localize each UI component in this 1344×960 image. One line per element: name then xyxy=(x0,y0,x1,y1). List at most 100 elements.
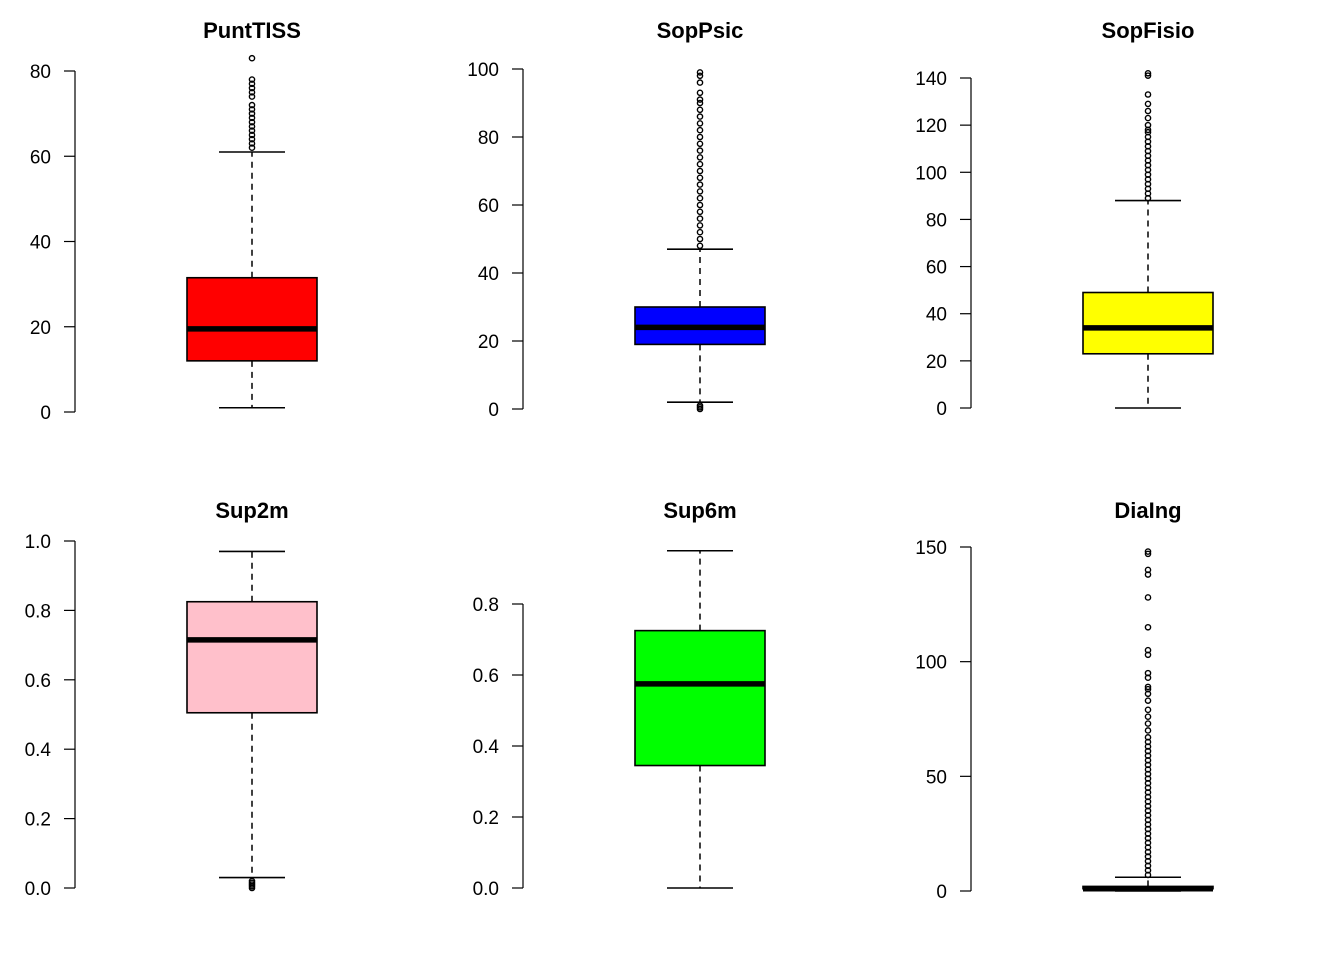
panel-title: Sup6m xyxy=(663,498,736,523)
outlier-point xyxy=(1144,107,1152,115)
outlier-point xyxy=(696,147,704,154)
iqr-box xyxy=(634,629,766,767)
y-tick-label: 60 xyxy=(478,196,499,217)
outlier-point xyxy=(1144,683,1152,691)
y-tick-label: 0.4 xyxy=(25,740,52,761)
outlier-point xyxy=(696,167,704,175)
outlier-point xyxy=(696,140,704,148)
y-tick-label: 150 xyxy=(915,538,947,559)
outlier-point xyxy=(248,123,256,130)
y-tick-label: 0.0 xyxy=(473,879,499,900)
outlier-point xyxy=(248,106,256,113)
y-tick-label: 80 xyxy=(30,62,51,83)
outlier-point xyxy=(696,133,704,141)
outlier-point xyxy=(248,144,256,152)
outlier-point xyxy=(696,174,704,182)
outlier-point xyxy=(1144,72,1152,79)
y-tick-label: 120 xyxy=(915,116,947,137)
outlier-point xyxy=(696,113,704,120)
outlier-point xyxy=(1144,69,1152,77)
iqr-box xyxy=(186,276,318,362)
outlier-point xyxy=(248,54,256,62)
outlier-point xyxy=(696,106,704,114)
y-tick-label: 0.8 xyxy=(25,601,51,622)
y-tick-label: 0.6 xyxy=(473,666,499,687)
y-tick-label: 0.0 xyxy=(25,879,51,900)
outlier-point xyxy=(696,72,704,80)
y-tick-label: 80 xyxy=(926,210,947,231)
y-tick-label: 40 xyxy=(30,233,51,254)
y-tick-label: 20 xyxy=(30,318,51,339)
outlier-point xyxy=(696,201,704,209)
y-tick-label: 60 xyxy=(926,258,947,279)
iqr-box xyxy=(1082,291,1214,355)
outlier-point xyxy=(696,89,704,97)
outlier-point xyxy=(1144,669,1152,677)
panel-title: SopFisio xyxy=(1102,18,1195,43)
y-tick-label: 0.6 xyxy=(25,671,51,692)
outlier-point xyxy=(696,99,704,107)
y-tick-label: 0 xyxy=(488,400,499,421)
outlier-point xyxy=(248,110,256,117)
outlier-point xyxy=(696,242,704,250)
y-tick-label: 40 xyxy=(926,305,947,326)
outlier-point xyxy=(248,76,256,83)
outlier-point xyxy=(1144,128,1152,136)
panel-title: SopPsic xyxy=(657,18,744,43)
outlier-point xyxy=(248,131,256,139)
outlier-point xyxy=(1144,548,1152,555)
outlier-point xyxy=(1144,594,1152,601)
outlier-point xyxy=(1144,734,1152,741)
outlier-point xyxy=(696,402,704,409)
outlier-point xyxy=(248,127,256,134)
outlier-point xyxy=(1144,646,1152,654)
outlier-point xyxy=(248,114,256,122)
outlier-point xyxy=(1144,623,1152,631)
outlier-point xyxy=(696,228,704,236)
y-tick-label: 100 xyxy=(915,163,947,184)
iqr-box xyxy=(186,600,318,714)
outlier-point xyxy=(248,89,256,96)
y-tick-label: 100 xyxy=(467,60,499,81)
boxplot-panel-1: SopPsic 0 20 40 60 80 100 xyxy=(467,18,766,421)
outlier-point xyxy=(696,188,704,195)
outlier-point xyxy=(696,126,704,134)
panel-title: PuntTISS xyxy=(203,18,301,43)
outlier-point xyxy=(696,222,704,229)
panel-title: Sup2m xyxy=(215,498,288,523)
outlier-point xyxy=(696,79,704,86)
outlier-point xyxy=(1144,566,1152,574)
outlier-point xyxy=(248,135,256,143)
y-tick-label: 0.2 xyxy=(25,810,51,831)
y-tick-label: 0.4 xyxy=(473,737,500,758)
y-tick-label: 140 xyxy=(915,69,947,90)
y-tick-label: 20 xyxy=(926,352,947,373)
outlier-point xyxy=(1144,697,1152,704)
outlier-point xyxy=(1144,720,1152,727)
y-tick-label: 0 xyxy=(936,399,947,420)
outlier-point xyxy=(1144,550,1152,558)
outlier-point xyxy=(248,118,256,126)
outlier-point xyxy=(1144,91,1152,98)
boxplot-panel-3: Sup2m 0.0 0.2 0.4 0.6 0.8 1.0 xyxy=(25,498,318,900)
outlier-point xyxy=(696,215,704,222)
y-tick-label: 0.2 xyxy=(473,808,499,829)
outlier-point xyxy=(1144,727,1152,734)
y-tick-label: 1.0 xyxy=(25,532,51,553)
outlier-point xyxy=(1144,114,1152,122)
outlier-point xyxy=(248,101,256,109)
boxplot-panel-2: SopFisio 0 20 40 60 80 100 120 140 xyxy=(915,18,1214,420)
y-tick-label: 100 xyxy=(915,653,947,674)
outlier-point xyxy=(696,96,704,103)
y-tick-label: 0 xyxy=(40,403,51,424)
outlier-point xyxy=(696,235,704,243)
y-tick-label: 50 xyxy=(926,767,947,788)
outlier-point xyxy=(248,140,256,147)
outlier-point xyxy=(696,194,704,202)
outlier-point xyxy=(1144,713,1152,721)
y-tick-label: 0 xyxy=(936,882,947,903)
y-tick-label: 20 xyxy=(478,332,499,353)
outlier-point xyxy=(1144,706,1152,714)
outlier-point xyxy=(248,80,256,88)
